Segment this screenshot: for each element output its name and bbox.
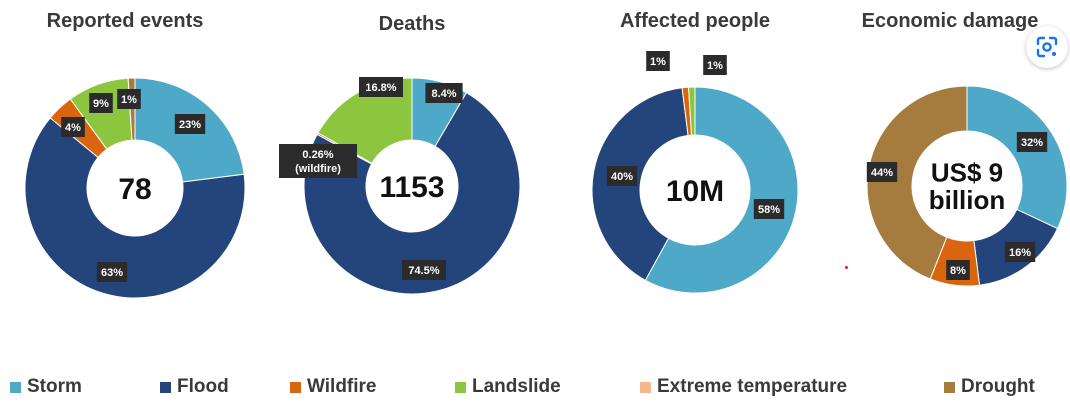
data-label-text: 23% <box>179 119 201 131</box>
center-value: 1153 <box>379 171 444 204</box>
data-label: 63% <box>96 262 128 282</box>
data-label-text: 32% <box>1021 137 1043 149</box>
data-label-text: 74.5% <box>408 265 439 277</box>
legend-swatch-storm <box>10 381 21 393</box>
data-label-box <box>646 51 670 71</box>
data-label: 74.5% <box>402 260 446 280</box>
data-label-box <box>1016 132 1048 152</box>
data-label-box <box>606 166 638 186</box>
data-label: 23% <box>174 114 206 134</box>
data-label-text: 1% <box>650 56 666 68</box>
slice-landslide <box>688 86 696 136</box>
data-label: 0.26% (wildfire) <box>279 144 357 178</box>
donut-hole <box>641 136 749 244</box>
legend-swatch-extreme-temperature <box>640 381 651 393</box>
data-label: 32% <box>1016 132 1048 152</box>
data-label-box <box>1004 242 1036 262</box>
legend-swatch-flood <box>160 381 171 393</box>
data-label: 1% <box>117 89 141 109</box>
stray-dot <box>845 266 848 269</box>
data-label: 4% <box>61 117 85 137</box>
data-label: 1% <box>646 51 670 71</box>
donut-hole <box>367 141 457 231</box>
data-label-text: 63% <box>101 267 123 279</box>
donut-hole <box>88 141 182 235</box>
slice-storm <box>966 85 1068 230</box>
slice-drought <box>866 85 968 280</box>
data-label-box <box>402 260 446 280</box>
slice-flood <box>303 92 521 295</box>
data-label-text: 1% <box>121 94 137 106</box>
data-label-text: 1% <box>707 60 723 72</box>
data-label-text: 44% <box>871 167 893 179</box>
donut-chart-affected-people: Affected people 10M 58% 40% 1% 1% <box>591 10 799 294</box>
slice-storm <box>644 86 799 294</box>
data-label-box <box>89 93 113 113</box>
data-label-box <box>866 162 898 182</box>
legend-label: Extreme temperature <box>657 376 848 397</box>
legend-item-extreme-temperature: Extreme temperature <box>640 376 847 398</box>
data-label: 16% <box>1004 242 1036 262</box>
legend-item-storm: Storm <box>10 376 82 398</box>
data-label: 58% <box>753 199 785 219</box>
data-label: 9% <box>89 93 113 113</box>
data-label-box <box>425 83 463 103</box>
data-label-text: 58% <box>758 204 780 216</box>
charts-canvas: Reported events 78 23% 63% 4% 9% 1% Deaths 1153 8… <box>24 10 1068 299</box>
legend-swatch-drought <box>944 381 955 393</box>
donut-hole <box>913 132 1021 240</box>
legend-label: Storm <box>27 376 82 397</box>
data-label-box <box>753 199 785 219</box>
chart-title: Economic damage <box>862 10 1039 32</box>
data-label-box <box>279 144 357 178</box>
slice-landslide <box>317 77 413 165</box>
data-label: 40% <box>606 166 638 186</box>
lens-button[interactable] <box>1026 26 1068 68</box>
data-label-text: 16.8% <box>365 82 396 94</box>
slice-flood <box>24 117 246 299</box>
legend-label: Wildfire <box>307 376 377 397</box>
data-label: 16.8% <box>359 77 403 97</box>
center-value: US$ 9 billion <box>929 158 1006 215</box>
legend-label: Drought <box>961 376 1035 397</box>
chart-title: Reported events <box>47 10 204 32</box>
legend-item-flood: Flood <box>160 376 229 398</box>
data-label-text: 8.4% <box>431 88 456 100</box>
data-label: 8.4% <box>425 83 463 103</box>
data-label: 8% <box>946 260 970 280</box>
data-label-text: 0.26% (wildfire) <box>295 149 341 175</box>
data-label-box <box>946 260 970 280</box>
donut-chart-deaths: Deaths 1153 8.4% 74.5% 0.26% (wildfire) 16.8% <box>279 13 521 295</box>
data-label: 44% <box>866 162 898 182</box>
legend-item-drought: Drought <box>944 376 1035 398</box>
legend-label: Landslide <box>472 376 561 397</box>
data-label: 1% <box>703 55 727 75</box>
legend-item-landslide: Landslide <box>455 376 561 398</box>
data-label-box <box>117 89 141 109</box>
donut-chart-economic-damage: Economic damage US$ 9 billion 32% 16% 8% 44% <box>862 10 1068 287</box>
data-label-box <box>174 114 206 134</box>
chart-title: Deaths <box>379 13 446 35</box>
center-value: 10M <box>666 175 724 208</box>
google-lens-icon <box>1036 36 1058 58</box>
data-label-box <box>359 77 403 97</box>
data-label-text: 8% <box>950 265 966 277</box>
legend-swatch-wildfire <box>290 381 301 393</box>
center-value: 78 <box>118 173 151 206</box>
data-label-text: 16% <box>1009 247 1031 259</box>
legend: Storm Flood Wildfire Landslide Extreme t… <box>0 376 1070 406</box>
data-label-text: 4% <box>65 122 81 134</box>
legend-item-wildfire: Wildfire <box>290 376 377 398</box>
chart-title: Affected people <box>620 10 770 32</box>
data-label-box <box>61 117 85 137</box>
data-label-text: 9% <box>93 98 109 110</box>
data-label-text: 40% <box>611 171 633 183</box>
slice-flood <box>591 87 689 281</box>
donut-chart-reported-events: Reported events 78 23% 63% 4% 9% 1% <box>24 10 246 299</box>
data-label-box <box>96 262 128 282</box>
data-label-box <box>703 55 727 75</box>
legend-swatch-landslide <box>455 381 466 393</box>
legend-label: Flood <box>177 376 229 397</box>
